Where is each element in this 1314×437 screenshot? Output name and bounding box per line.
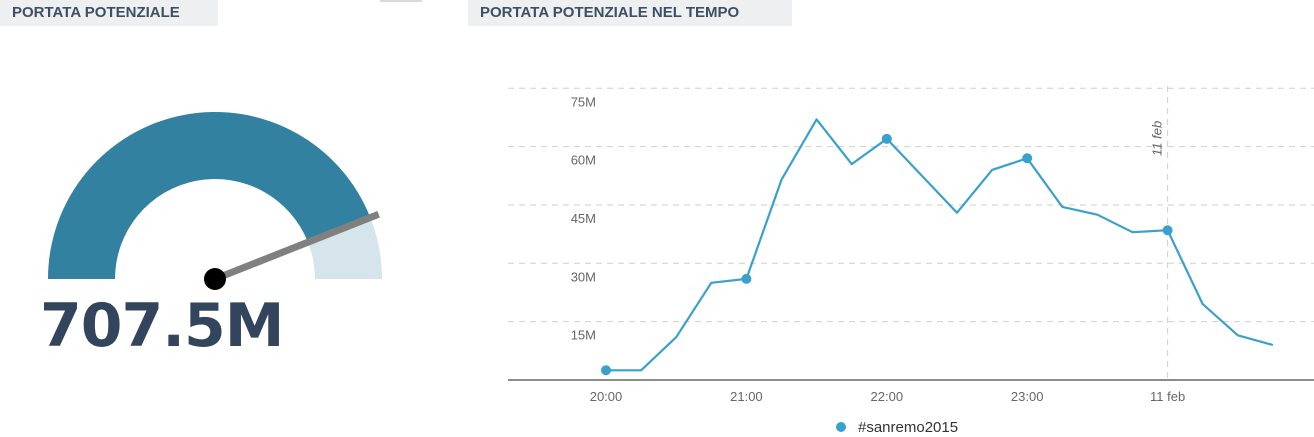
x-tick-label: 20:00 xyxy=(590,389,623,404)
gauge-panel-title: PORTATA POTENZIALE xyxy=(0,0,218,26)
y-tick-label: 60M xyxy=(571,153,596,168)
chart-panel-title: PORTATA POTENZIALE NEL TEMPO xyxy=(468,0,792,26)
reach-gauge xyxy=(47,111,382,290)
y-tick-label: 15M xyxy=(571,328,596,343)
gauge-fill xyxy=(47,111,371,279)
gauge-needle xyxy=(213,210,380,283)
gauge-value-label: 707.5M xyxy=(40,291,284,361)
reach-over-time-chart: 15M 30M 45M 60M 75M 11 feb 20:00 21:00 22:00 23:0… xyxy=(508,86,1314,436)
gauge-needle-hub xyxy=(204,268,226,290)
x-tick-label: 22:00 xyxy=(871,389,904,404)
series-line-sanremo2015 xyxy=(606,118,1274,372)
data-point-marker xyxy=(1162,225,1173,236)
data-point-marker xyxy=(881,133,892,144)
day-marker-annotation: 11 feb xyxy=(1150,121,1165,156)
data-point-marker xyxy=(601,365,611,376)
panel-divider-tab xyxy=(380,0,422,2)
x-tick-label: 11 feb xyxy=(1150,389,1185,404)
data-point-marker xyxy=(741,273,752,284)
legend-label: #sanremo2015 xyxy=(858,419,958,436)
y-tick-label: 45M xyxy=(571,211,596,226)
y-tick-label: 30M xyxy=(571,269,596,284)
legend-marker xyxy=(836,422,846,432)
y-tick-label: 75M xyxy=(571,94,596,109)
data-point-marker xyxy=(1022,153,1033,164)
x-tick-label: 23:00 xyxy=(1011,389,1044,404)
x-tick-label: 21:00 xyxy=(730,389,763,404)
